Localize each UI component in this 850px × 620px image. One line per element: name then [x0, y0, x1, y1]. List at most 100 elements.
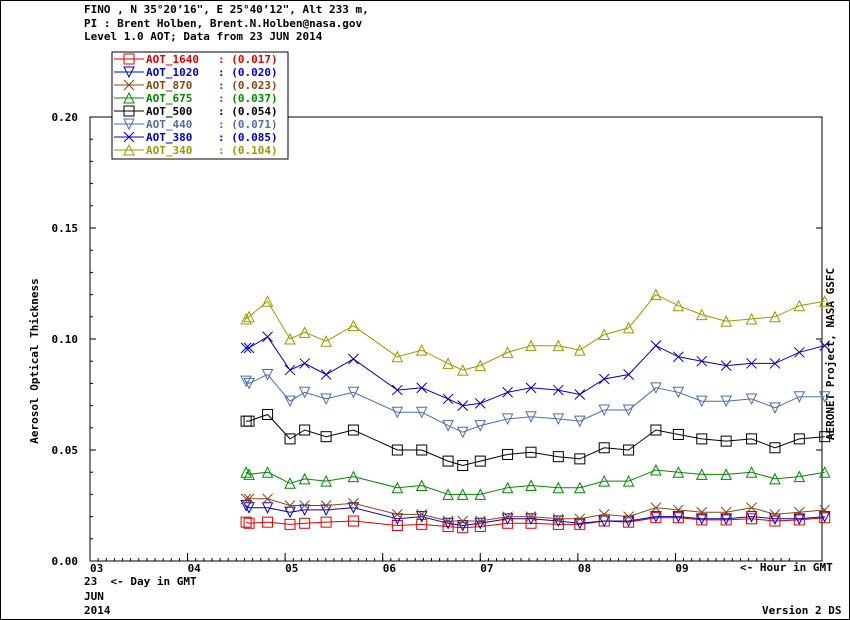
legend-label-AOT_380: AOT_380 [146, 131, 192, 144]
data-point-AOT_675 [818, 466, 831, 478]
data-point-AOT_870 [391, 509, 403, 520]
data-level-info: Level 1.0 AOT; Data from 23 JUN 2014 [84, 30, 323, 43]
data-point-AOT_870 [793, 506, 805, 518]
data-point-AOT_675 [243, 468, 255, 480]
data-point-AOT_440 [598, 404, 611, 417]
legend-marker-AOT_340 [123, 143, 135, 156]
data-point-AOT_675 [261, 466, 274, 478]
data-point-AOT_500 [243, 415, 255, 427]
hour-gmt-label: <- Hour in GMT [740, 561, 833, 574]
legend-box [111, 51, 289, 160]
data-point-AOT_675 [240, 466, 252, 478]
data-point-AOT_1640 [284, 518, 296, 530]
data-point-AOT_1020 [793, 513, 806, 525]
data-point-AOT_1020 [745, 511, 758, 523]
data-point-AOT_675 [793, 470, 806, 483]
data-point-AOT_340 [598, 328, 611, 341]
data-point-AOT_440 [622, 404, 635, 417]
data-point-AOT_675 [573, 481, 586, 494]
data-point-AOT_1020 [695, 513, 708, 525]
data-point-AOT_440 [745, 393, 758, 406]
legend-marker-AOT_500 [123, 105, 135, 117]
data-point-AOT_675 [415, 479, 428, 492]
data-point-AOT_1020 [720, 513, 732, 525]
data-point-AOT_870 [299, 500, 311, 511]
data-point-AOT_675 [501, 481, 514, 494]
data-point-AOT_380 [574, 389, 586, 400]
data-point-AOT_440 [818, 391, 831, 403]
data-point-AOT_1640 [746, 513, 758, 525]
data-point-AOT_340 [695, 308, 708, 321]
data-point-AOT_1020 [243, 502, 255, 514]
data-point-AOT_340 [456, 363, 469, 376]
data-point-AOT_675 [745, 466, 758, 478]
data-point-AOT_340 [391, 350, 404, 363]
legend-value-AOT_675: : (0.037) [218, 92, 278, 105]
legend-marker-AOT_870 [123, 79, 135, 91]
legend-value-AOT_340: : (0.104) [218, 144, 278, 157]
data-point-AOT_500 [650, 424, 662, 436]
data-point-AOT_675 [622, 474, 635, 487]
legend-value-AOT_500: : (0.054) [218, 105, 278, 118]
data-point-AOT_440 [501, 413, 514, 426]
data-point-AOT_870 [623, 511, 634, 522]
site-title: FINO , N 35°20’16", E 25°40’12", Alt 233… [84, 3, 369, 16]
data-point-AOT_380 [819, 340, 831, 352]
data-point-AOT_340 [415, 343, 428, 356]
data-point-AOT_380 [598, 373, 610, 385]
data-point-AOT_500 [574, 453, 586, 465]
x-tick-label: 06 [383, 562, 397, 575]
data-point-AOT_500 [284, 433, 296, 445]
series-line-AOT_380 [246, 336, 825, 407]
data-point-AOT_500 [320, 431, 332, 443]
data-point-AOT_340 [284, 332, 296, 345]
data-point-AOT_380 [474, 398, 486, 409]
legend-marker-AOT_1640 [123, 53, 135, 65]
data-point-AOT_870 [525, 511, 537, 522]
data-point-AOT_675 [552, 481, 565, 494]
series-line-AOT_440 [245, 373, 825, 433]
data-point-AOT_870 [598, 509, 610, 520]
data-point-AOT_870 [284, 500, 296, 511]
series-line-AOT_1640 [245, 517, 825, 529]
series-line-AOT_870 [246, 498, 825, 522]
data-point-AOT_380 [502, 386, 513, 398]
date-month: JUN [84, 590, 104, 603]
data-point-AOT_500 [347, 424, 359, 436]
legend-value-AOT_1020: : (0.020) [218, 66, 278, 79]
data-point-AOT_380 [442, 393, 454, 405]
data-point-AOT_440 [769, 402, 781, 414]
data-point-AOT_440 [695, 395, 708, 408]
data-point-AOT_340 [474, 359, 487, 372]
data-point-AOT_380 [457, 400, 469, 411]
y-tick-label: 0.00 [52, 555, 79, 568]
data-point-AOT_440 [474, 420, 487, 432]
data-point-AOT_500 [442, 455, 454, 467]
data-point-AOT_675 [391, 481, 404, 494]
data-point-AOT_340 [573, 343, 586, 356]
day-date: 23 <- Day in GMT [84, 575, 197, 588]
data-point-AOT_1640 [525, 517, 537, 529]
data-point-AOT_870 [457, 515, 469, 527]
data-point-AOT_380 [284, 364, 296, 376]
data-point-AOT_675 [695, 468, 708, 480]
data-point-AOT_675 [456, 488, 469, 500]
data-point-AOT_1640 [299, 517, 311, 529]
legend-label-AOT_870: AOT_870 [146, 79, 192, 92]
data-point-AOT_870 [474, 515, 486, 527]
data-point-AOT_440 [320, 393, 332, 406]
data-point-AOT_440 [284, 395, 296, 408]
data-point-AOT_1020 [818, 511, 831, 523]
data-point-AOT_1020 [650, 511, 662, 523]
data-point-AOT_1640 [320, 516, 332, 528]
legend-value-AOT_380: : (0.085) [218, 131, 278, 144]
data-point-AOT_1640 [240, 516, 252, 528]
data-point-AOT_340 [320, 335, 332, 347]
data-point-AOT_340 [720, 315, 732, 327]
data-point-AOT_500 [623, 444, 635, 456]
data-point-AOT_870 [746, 502, 757, 514]
data-point-AOT_1640 [769, 515, 781, 527]
data-point-AOT_380 [746, 358, 757, 369]
data-point-AOT_500 [457, 460, 469, 472]
